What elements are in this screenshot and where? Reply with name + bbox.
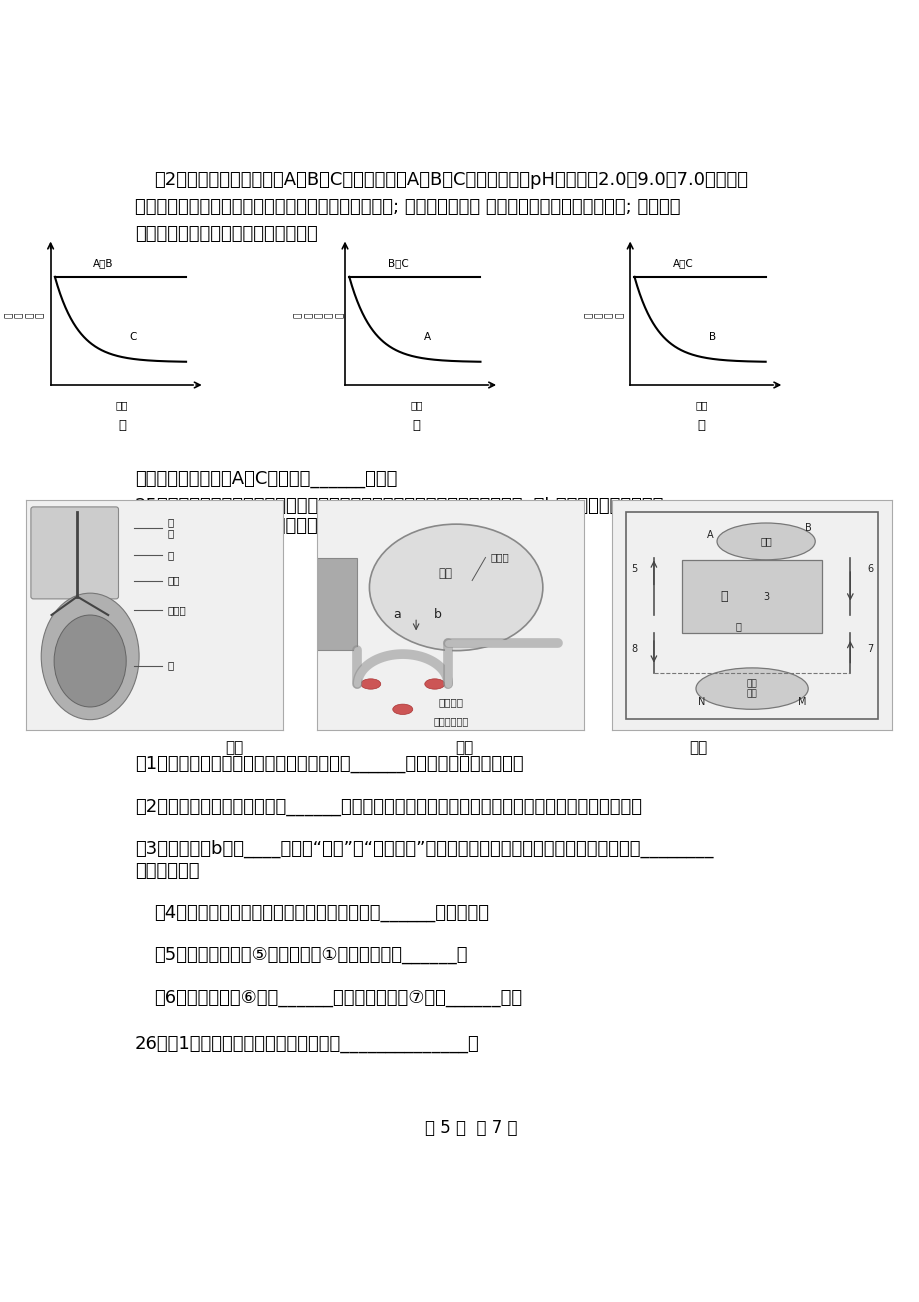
- Text: A: A: [706, 530, 712, 539]
- Text: 时间: 时间: [410, 400, 422, 410]
- Text: 心: 心: [734, 621, 740, 631]
- Text: 作用完成的。: 作用完成的。: [135, 862, 199, 880]
- Ellipse shape: [392, 704, 413, 715]
- Text: 甲: 甲: [118, 419, 126, 432]
- Text: 26．（1）胚胎发花初期：所需营养来自______________。: 26．（1）胚胎发花初期：所需营养来自______________。: [135, 1035, 479, 1053]
- Text: 肺泡: 肺泡: [438, 568, 452, 581]
- Ellipse shape: [54, 615, 126, 707]
- Text: （6）图三中血管⑥内的______血流经肺后变成⑦内的______血。: （6）图三中血管⑥内的______血流经肺后变成⑦内的______血。: [154, 988, 522, 1006]
- Text: （4）心脏是血液循环动力器官，它的壁主要由______组织构成。: （4）心脏是血液循环动力器官，它的壁主要由______组织构成。: [154, 904, 489, 922]
- Text: （2）从人体消化道中获得A、B、C三种酶，已知A、B、C三种酶的最适pH值分别为2.0、9.0、7.0，在适宜: （2）从人体消化道中获得A、B、C三种酶，已知A、B、C三种酶的最适pH值分别为…: [154, 172, 747, 189]
- Text: 3: 3: [762, 591, 768, 602]
- Ellipse shape: [696, 668, 808, 710]
- Text: 支气管: 支气管: [167, 605, 186, 616]
- Text: M: M: [798, 698, 806, 707]
- Text: C: C: [129, 332, 136, 341]
- Ellipse shape: [360, 678, 380, 689]
- Text: 时间: 时间: [116, 400, 128, 410]
- Text: 肺泡: 肺泡: [759, 536, 771, 547]
- Text: B: B: [804, 522, 811, 533]
- Text: A、C: A、C: [673, 259, 693, 268]
- Text: B、C: B、C: [388, 259, 408, 268]
- Text: （5）图三中血液由⑤出发，回到①的循环途径叫______。: （5）图三中血液由⑤出发，回到①的循环途径叫______。: [154, 947, 467, 965]
- Text: 第 5 页  共 7 页: 第 5 页 共 7 页: [425, 1118, 517, 1137]
- Text: N: N: [698, 698, 705, 707]
- Text: 丙: 丙: [697, 419, 705, 432]
- Text: 5: 5: [630, 564, 637, 574]
- Text: B: B: [708, 332, 715, 341]
- Text: 气管: 气管: [167, 575, 180, 586]
- Text: A: A: [423, 332, 430, 341]
- Text: 根据实验结果推测，A、C酶分别由______分泌。: 根据实验结果推测，A、C酶分别由______分泌。: [135, 470, 397, 488]
- Ellipse shape: [716, 523, 814, 560]
- Text: 红细胞: 红细胞: [491, 552, 509, 562]
- Ellipse shape: [425, 678, 444, 689]
- Text: 时间: 时间: [695, 400, 707, 410]
- Text: 多
肽
含
量: 多 肽 含 量: [584, 312, 624, 318]
- Bar: [317, 557, 357, 650]
- Text: 淠
粉
含
量: 淠 粉 含 量: [5, 312, 45, 318]
- Text: （2）图一中，痰的形成场所是______。痰内含有灰尘和病菌，我们应该养成不随地吐痰的卫生习惯。: （2）图一中，痰的形成场所是______。痰内含有灰尘和病菌，我们应该养成不随地…: [135, 798, 641, 815]
- Ellipse shape: [41, 594, 139, 720]
- Text: 7: 7: [866, 644, 872, 655]
- FancyBboxPatch shape: [31, 506, 119, 599]
- Text: 图三: 图三: [688, 740, 706, 755]
- Text: 毛细血管: 毛细血管: [437, 698, 463, 707]
- Text: 条件下，将三种酶液分别与淠粉混合，结果汇总如图甲; 将三种酶液分别 与蛋清混合，结果汇总如图乙; 将三种酶: 条件下，将三种酶液分别与淠粉混合，结果汇总如图甲; 将三种酶液分别 与蛋清混合，…: [135, 198, 680, 216]
- Ellipse shape: [369, 525, 542, 651]
- Text: （1）在图一中，人体呼吸系统的主要器官是______，它是气体交换的场所。: （1）在图一中，人体呼吸系统的主要器官是______，它是气体交换的场所。: [135, 755, 523, 773]
- Text: 25．图一是人体呼吸系统模式图，图二是肺泡处的气体交换示意图，图二中字毽a、b代表不同气体，图三是: 25．图一是人体呼吸系统模式图，图二是肺泡处的气体交换示意图，图二中字毽a、b代…: [135, 497, 664, 516]
- Text: 心: 心: [720, 590, 727, 603]
- Text: 乙: 乙: [412, 419, 420, 432]
- Text: （3）图二中的b代表____（选填“氧气”或“二氧化碗”），肺泡和血液之间的气体交换是通过气体的________: （3）图二中的b代表____（选填“氧气”或“二氧化碗”），肺泡和血液之间的气体…: [135, 840, 713, 858]
- Text: 图二: 图二: [455, 740, 473, 755]
- Text: b: b: [433, 608, 441, 621]
- Text: A、B: A、B: [94, 259, 114, 268]
- Text: 液分别与多肽混合，结果汇总如图丙。: 液分别与多肽混合，结果汇总如图丙。: [135, 225, 317, 243]
- Text: 血液流动方向: 血液流动方向: [433, 716, 468, 725]
- Text: 人体血液循环示意图。请据图分析并回答下列问题：: 人体血液循环示意图。请据图分析并回答下列问题：: [135, 517, 381, 535]
- Text: 图一: 图一: [225, 740, 244, 755]
- Text: 6: 6: [866, 564, 872, 574]
- Text: 肺: 肺: [167, 660, 174, 671]
- Text: 喃: 喃: [167, 551, 174, 560]
- Text: 8: 8: [630, 644, 637, 655]
- Text: a: a: [393, 608, 401, 621]
- Text: 鼻
咍: 鼻 咍: [167, 517, 174, 539]
- Text: 组织
细胞: 组织 细胞: [746, 678, 756, 698]
- Text: 蛋
白
质
含
量: 蛋 白 质 含 量: [294, 312, 345, 318]
- Bar: [681, 560, 822, 633]
